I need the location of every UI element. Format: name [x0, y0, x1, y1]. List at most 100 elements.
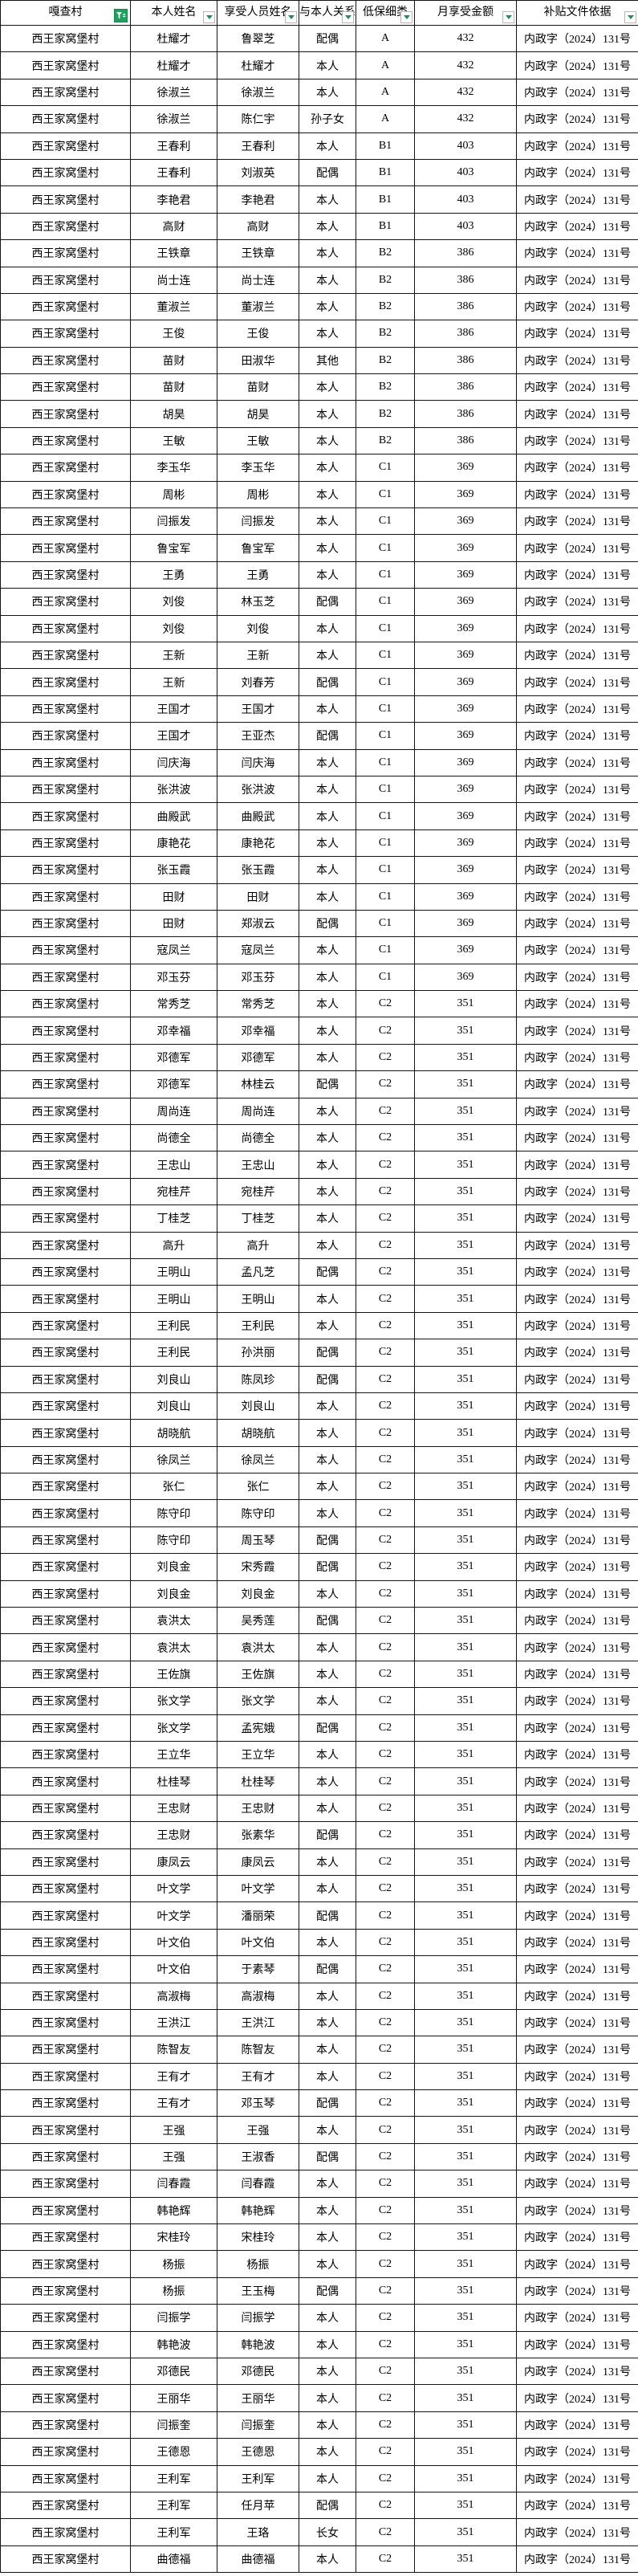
cell-category[interactable]: C2 [356, 2545, 415, 2574]
cell-person-name[interactable]: 王立华 [130, 1740, 217, 1769]
cell-relation[interactable]: 本人 [299, 1043, 356, 1072]
cell-beneficiary-name[interactable]: 王勇 [217, 560, 299, 589]
cell-amount[interactable]: 403 [414, 185, 517, 214]
cell-beneficiary-name[interactable]: 高淑梅 [217, 1982, 299, 2010]
cell-person-name[interactable]: 胡晓航 [130, 1419, 217, 1447]
cell-doc-ref[interactable]: 内政字（2024）131号 [516, 695, 638, 723]
cell-village[interactable]: 西王家窝堡村 [0, 1714, 131, 1742]
cell-village[interactable]: 西王家窝堡村 [0, 2142, 131, 2171]
cell-doc-ref[interactable]: 内政字（2024）131号 [516, 641, 638, 670]
cell-person-name[interactable]: 叶文伯 [130, 1928, 217, 1957]
cell-category[interactable]: C2 [356, 1660, 415, 1689]
cell-category[interactable]: C2 [356, 1339, 415, 1367]
cell-doc-ref[interactable]: 内政字（2024）131号 [516, 722, 638, 750]
cell-beneficiary-name[interactable]: 孟宪娥 [217, 1714, 299, 1742]
cell-village[interactable]: 西王家窝堡村 [0, 1097, 131, 1126]
cell-beneficiary-name[interactable]: 闫春霞 [217, 2170, 299, 2198]
cell-village[interactable]: 西王家窝堡村 [0, 1901, 131, 1930]
cell-doc-ref[interactable]: 内政字（2024）131号 [516, 588, 638, 616]
cell-beneficiary-name[interactable]: 杨振 [217, 2250, 299, 2278]
cell-beneficiary-name[interactable]: 周彬 [217, 480, 299, 509]
cell-person-name[interactable]: 李玉华 [130, 454, 217, 482]
cell-relation[interactable]: 本人 [299, 2196, 356, 2225]
cell-category[interactable]: C2 [356, 1874, 415, 1903]
cell-village[interactable]: 西王家窝堡村 [0, 560, 131, 589]
cell-doc-ref[interactable]: 内政字（2024）131号 [516, 400, 638, 428]
cell-doc-ref[interactable]: 内政字（2024）131号 [516, 1821, 638, 1849]
cell-amount[interactable]: 432 [414, 24, 517, 53]
cell-village[interactable]: 西王家窝堡村 [0, 695, 131, 723]
cell-doc-ref[interactable]: 内政字（2024）131号 [516, 1204, 638, 1233]
cell-beneficiary-name[interactable]: 王丽华 [217, 2384, 299, 2412]
cell-beneficiary-name[interactable]: 邓幸福 [217, 1017, 299, 1045]
cell-village[interactable]: 西王家窝堡村 [0, 2545, 131, 2574]
cell-village[interactable]: 西王家窝堡村 [0, 1633, 131, 1661]
cell-village[interactable]: 西王家窝堡村 [0, 588, 131, 616]
cell-village[interactable]: 西王家窝堡村 [0, 2250, 131, 2278]
cell-amount[interactable]: 351 [414, 1687, 517, 1715]
cell-amount[interactable]: 369 [414, 454, 517, 482]
cell-person-name[interactable]: 王强 [130, 2142, 217, 2171]
cell-village[interactable]: 西王家窝堡村 [0, 1607, 131, 1635]
cell-amount[interactable]: 403 [414, 132, 517, 160]
cell-doc-ref[interactable]: 内政字（2024）131号 [516, 1473, 638, 1501]
cell-relation[interactable]: 本人 [299, 2062, 356, 2091]
cell-beneficiary-name[interactable]: 康艳花 [217, 829, 299, 858]
cell-beneficiary-name[interactable]: 韩艳辉 [217, 2196, 299, 2225]
cell-beneficiary-name[interactable]: 王明山 [217, 1285, 299, 1313]
cell-doc-ref[interactable]: 内政字（2024）131号 [516, 882, 638, 911]
cell-relation[interactable]: 本人 [299, 1499, 356, 1527]
cell-person-name[interactable]: 高升 [130, 1231, 217, 1259]
cell-person-name[interactable]: 常秀芝 [130, 990, 217, 1018]
cell-category[interactable]: C2 [356, 2518, 415, 2546]
cell-person-name[interactable]: 王勇 [130, 560, 217, 589]
cell-relation[interactable]: 本人 [299, 1151, 356, 1179]
cell-doc-ref[interactable]: 内政字（2024）131号 [516, 1660, 638, 1689]
cell-village[interactable]: 西王家窝堡村 [0, 1848, 131, 1876]
cell-category[interactable]: C2 [356, 2330, 415, 2358]
cell-person-name[interactable]: 宛桂芹 [130, 1177, 217, 1206]
cell-amount[interactable]: 386 [414, 266, 517, 294]
cell-beneficiary-name[interactable]: 宋秀霞 [217, 1553, 299, 1581]
cell-person-name[interactable]: 邓玉芬 [130, 963, 217, 992]
cell-doc-ref[interactable]: 内政字（2024）131号 [516, 2411, 638, 2439]
cell-beneficiary-name[interactable]: 王利民 [217, 1311, 299, 1340]
cell-relation[interactable]: 本人 [299, 1740, 356, 1769]
cell-beneficiary-name[interactable]: 田财 [217, 882, 299, 911]
cell-doc-ref[interactable]: 内政字（2024）131号 [516, 1257, 638, 1286]
cell-category[interactable]: C2 [356, 2142, 415, 2171]
cell-amount[interactable]: 369 [414, 802, 517, 830]
cell-doc-ref[interactable]: 内政字（2024）131号 [516, 1231, 638, 1259]
cell-person-name[interactable]: 王新 [130, 668, 217, 696]
cell-beneficiary-name[interactable]: 苗财 [217, 373, 299, 401]
cell-village[interactable]: 西王家窝堡村 [0, 1043, 131, 1072]
cell-amount[interactable]: 351 [414, 1017, 517, 1045]
cell-category[interactable]: C2 [356, 1257, 415, 1286]
cell-category[interactable]: B2 [356, 266, 415, 294]
cell-category[interactable]: C1 [356, 668, 415, 696]
cell-relation[interactable]: 配偶 [299, 668, 356, 696]
cell-amount[interactable]: 386 [414, 320, 517, 348]
cell-person-name[interactable]: 韩艳波 [130, 2330, 217, 2358]
cell-village[interactable]: 西王家窝堡村 [0, 2008, 131, 2037]
cell-village[interactable]: 西王家窝堡村 [0, 2491, 131, 2520]
cell-relation[interactable]: 本人 [299, 560, 356, 589]
cell-beneficiary-name[interactable]: 韩艳波 [217, 2330, 299, 2358]
cell-relation[interactable]: 配偶 [299, 1901, 356, 1930]
cell-beneficiary-name[interactable]: 胡晓航 [217, 1419, 299, 1447]
cell-doc-ref[interactable]: 内政字（2024）131号 [516, 1311, 638, 1340]
cell-person-name[interactable]: 王国才 [130, 722, 217, 750]
cell-beneficiary-name[interactable]: 徐凤兰 [217, 1445, 299, 1474]
cell-amount[interactable]: 369 [414, 963, 517, 992]
cell-amount[interactable]: 351 [414, 2170, 517, 2198]
cell-relation[interactable]: 本人 [299, 2250, 356, 2278]
cell-village[interactable]: 西王家窝堡村 [0, 454, 131, 482]
cell-relation[interactable]: 本人 [299, 2384, 356, 2412]
cell-doc-ref[interactable]: 内政字（2024）131号 [516, 1499, 638, 1527]
cell-beneficiary-name[interactable]: 胡昊 [217, 400, 299, 428]
cell-beneficiary-name[interactable]: 孙洪丽 [217, 1339, 299, 1367]
cell-village[interactable]: 西王家窝堡村 [0, 2196, 131, 2225]
cell-category[interactable]: B2 [356, 292, 415, 321]
cell-doc-ref[interactable]: 内政字（2024）131号 [516, 1365, 638, 1393]
cell-category[interactable]: C2 [356, 1204, 415, 1233]
